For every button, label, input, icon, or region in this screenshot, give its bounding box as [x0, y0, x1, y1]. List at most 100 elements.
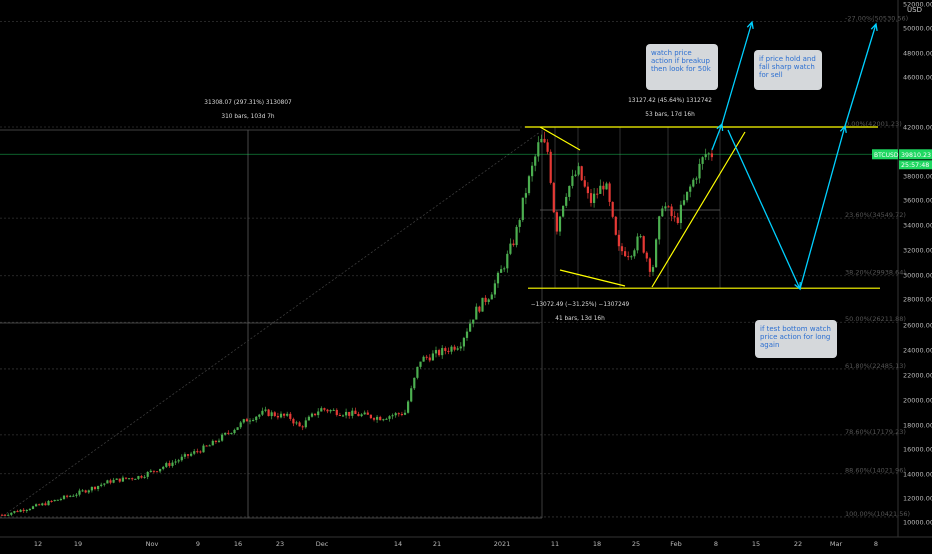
candle-body — [202, 445, 205, 453]
candle-body — [131, 478, 134, 480]
candle-body — [434, 350, 438, 354]
y-tick-label: 32000.00 — [903, 247, 932, 255]
candle-body — [261, 410, 264, 415]
candle-body — [118, 478, 121, 482]
candle-body — [546, 142, 549, 152]
candle-body — [112, 479, 115, 483]
candle-body — [562, 205, 565, 217]
candle-body — [651, 267, 655, 272]
candle-body — [230, 433, 233, 435]
candle-body — [624, 251, 627, 257]
candle-body — [97, 485, 100, 490]
candle-body — [422, 356, 425, 362]
x-tick-label: Dec — [316, 540, 329, 548]
candle-body — [524, 193, 527, 198]
measure-2-bars: 53 bars, 17d 16h — [645, 112, 695, 118]
candle-body — [484, 297, 487, 303]
candle-body — [38, 504, 41, 506]
candle-body — [580, 166, 583, 181]
candle-body — [490, 294, 493, 300]
candle-body — [410, 388, 413, 402]
candle-body — [289, 413, 292, 419]
candle-body — [506, 253, 509, 269]
candle-body — [320, 408, 323, 412]
candle-body — [500, 269, 503, 273]
candle-body — [667, 206, 670, 208]
y-tick-label: 18000.00 — [903, 422, 932, 430]
candle-body — [453, 346, 456, 350]
candle-body — [630, 256, 633, 258]
candle-body — [586, 186, 589, 194]
fib-label: 88.60%(14021.96) — [845, 467, 906, 475]
candle-body — [475, 306, 478, 320]
fib-label: 61.80%(22485.13) — [845, 362, 906, 370]
candle-body — [258, 414, 261, 417]
candle-body — [478, 306, 481, 312]
candle-body — [78, 490, 81, 495]
candle-body — [106, 480, 109, 484]
candle-body — [168, 463, 171, 466]
candle-body — [211, 440, 214, 446]
candle-body — [518, 220, 521, 227]
candle-body — [31, 506, 35, 509]
candle-body — [543, 138, 546, 143]
candle-body — [679, 204, 682, 224]
countdown-tag — [899, 160, 932, 170]
candle-body — [214, 440, 217, 442]
y-tick-label: 16000.00 — [903, 446, 932, 454]
candle-body — [407, 401, 410, 413]
candle-body — [515, 226, 518, 246]
candle-body — [379, 416, 382, 421]
candle-body — [670, 206, 673, 217]
candle-body — [124, 477, 128, 479]
candle-body — [22, 509, 25, 512]
candle-body — [174, 461, 177, 463]
candle-body — [382, 419, 385, 421]
candle-body — [385, 418, 388, 420]
candle-body — [143, 476, 146, 478]
candle-body — [35, 504, 38, 507]
x-tick-label: 15 — [752, 540, 760, 548]
candle-body — [177, 460, 180, 462]
candle-body — [602, 185, 605, 190]
candle-body — [59, 498, 62, 500]
fib-label: 0.00%(42001.23) — [845, 120, 902, 128]
candle-body — [100, 484, 103, 486]
candle-body — [134, 478, 137, 480]
candle-body — [84, 490, 87, 493]
candle-body — [552, 182, 555, 213]
candle-body — [69, 495, 72, 497]
candle-body — [140, 476, 143, 478]
candle-body — [540, 138, 543, 143]
candle-body — [537, 142, 540, 157]
candle-body — [276, 415, 279, 418]
y-tick-label: 36000.00 — [903, 197, 932, 205]
candle-body — [363, 412, 366, 415]
candle-body — [47, 500, 50, 506]
candle-body — [620, 246, 624, 252]
candle-body — [41, 503, 44, 506]
rising-trendline — [651, 131, 746, 288]
x-tick-label: 22 — [794, 540, 802, 548]
candle-body — [376, 416, 379, 420]
fib-label: 23.60%(34549.72) — [845, 211, 906, 219]
candle-body — [531, 165, 534, 177]
y-tick-label: 48000.00 — [903, 50, 932, 58]
candles-group — [0, 131, 713, 517]
candle-body — [81, 490, 84, 492]
breakup-note[interactable]: watch price action if breakup then look … — [646, 44, 718, 90]
hold-note[interactable]: if price hold and fall sharp watch for s… — [754, 50, 822, 90]
candle-body — [655, 239, 658, 268]
y-tick-label: 50000.00 — [903, 25, 932, 33]
arrow-target — [844, 23, 877, 127]
candle-body — [388, 416, 391, 419]
candle-body — [19, 509, 22, 512]
fib-label: 78.60%(17179.23) — [845, 428, 906, 436]
candle-body — [242, 419, 245, 423]
y-tick-label: 38000.00 — [903, 173, 932, 181]
candle-body — [710, 153, 713, 158]
bottom-note[interactable]: if test bottom watch price action for lo… — [755, 320, 837, 358]
y-tick-label: 24000.00 — [903, 347, 932, 355]
